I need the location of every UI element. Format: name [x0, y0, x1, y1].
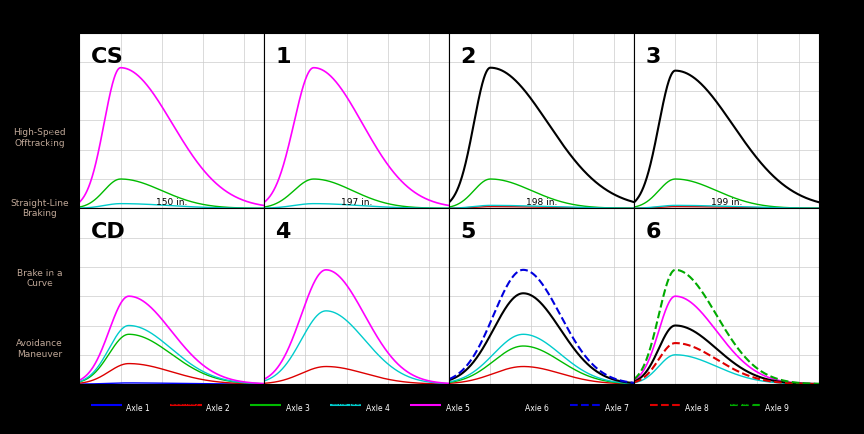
Text: Axle 1: Axle 1 [126, 404, 149, 413]
Text: 1: 1 [276, 46, 291, 66]
Text: 5: 5 [461, 222, 476, 242]
Text: 6: 6 [645, 222, 661, 242]
Text: 232 in.: 232 in. [711, 22, 742, 31]
Text: Axle 9: Axle 9 [766, 404, 789, 413]
Text: Axle 7: Axle 7 [606, 404, 629, 413]
X-axis label: Time (seconds): Time (seconds) [515, 224, 569, 230]
Text: High-Speed
Offtracking: High-Speed Offtracking [14, 128, 66, 148]
Text: 199 in.: 199 in. [711, 198, 742, 207]
X-axis label: Time (seconds): Time (seconds) [145, 399, 199, 406]
Y-axis label: Offtracking (in.): Offtracking (in.) [49, 93, 55, 148]
Text: Axle 2: Axle 2 [206, 404, 230, 413]
Text: 244 in.: 244 in. [341, 22, 372, 31]
Text: CS: CS [91, 46, 124, 66]
Text: Axle 4: Axle 4 [365, 404, 390, 413]
X-axis label: Time (seconds): Time (seconds) [330, 399, 384, 406]
X-axis label: Time (seconds): Time (seconds) [700, 224, 753, 230]
Text: Straight-Line
Braking: Straight-Line Braking [10, 199, 69, 218]
Text: Brake in a
Curve: Brake in a Curve [17, 269, 62, 288]
Text: 2: 2 [461, 46, 476, 66]
Text: Low-Speed
Offtracking: Low-Speed Offtracking [13, 57, 67, 79]
X-axis label: Time (seconds): Time (seconds) [515, 399, 569, 406]
Text: Offtracking: Offtracking [403, 9, 496, 27]
X-axis label: Time (seconds): Time (seconds) [145, 224, 199, 230]
Text: 232 in.: 232 in. [526, 22, 557, 31]
Text: Axle 8: Axle 8 [685, 404, 709, 413]
Text: Axle 3: Axle 3 [286, 404, 309, 413]
Text: Axle 5: Axle 5 [446, 404, 469, 413]
Text: CD: CD [91, 222, 125, 242]
Text: Avoidance
Maneuver: Avoidance Maneuver [16, 339, 63, 358]
X-axis label: Time (seconds): Time (seconds) [700, 399, 753, 406]
Text: 198 in.: 198 in. [526, 198, 557, 207]
Text: 197 in.: 197 in. [341, 198, 372, 207]
X-axis label: Time (seconds): Time (seconds) [330, 224, 384, 230]
Text: 3: 3 [645, 46, 661, 66]
Text: Axle 6: Axle 6 [525, 404, 550, 413]
Text: 150 in.: 150 in. [156, 198, 187, 207]
Text: 4: 4 [276, 222, 291, 242]
Y-axis label: Offtracking (in.): Offtracking (in.) [49, 269, 55, 324]
Text: 244 in.: 244 in. [156, 22, 187, 31]
